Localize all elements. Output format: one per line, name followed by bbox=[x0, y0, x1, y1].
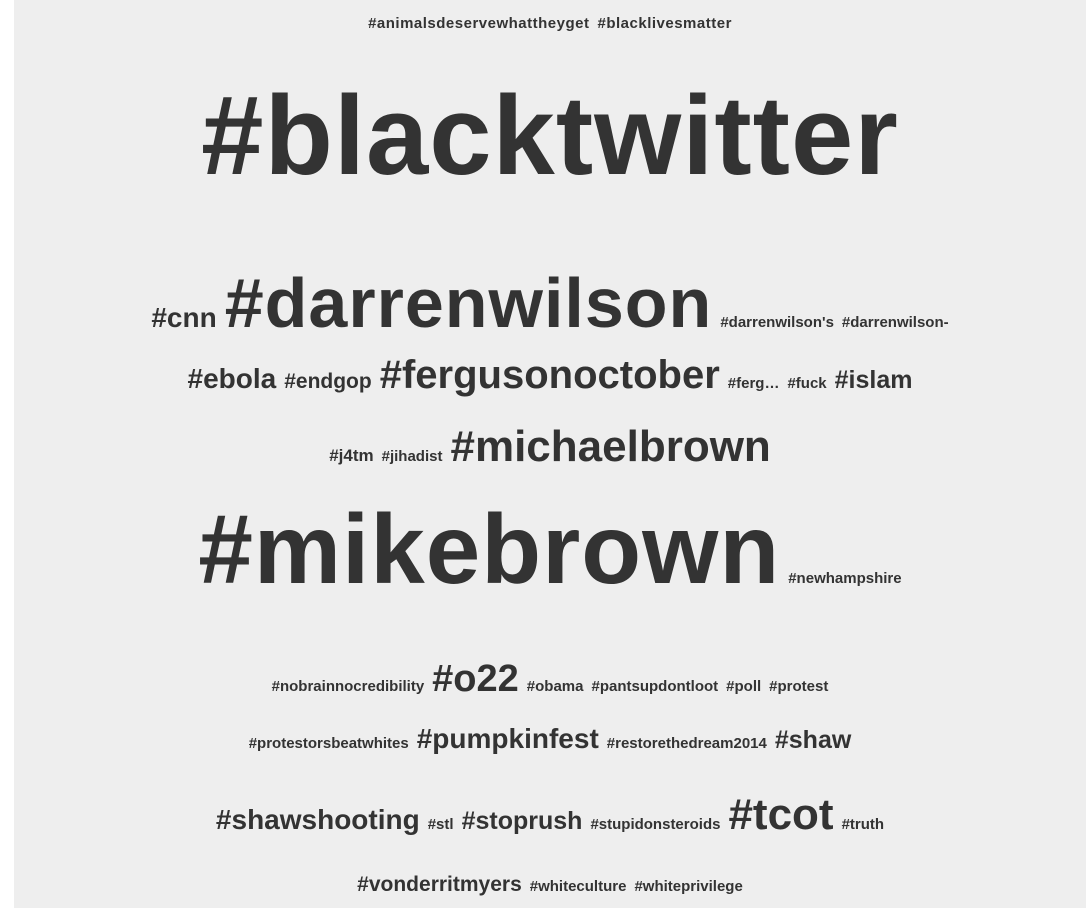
hashtag: #pumpkinfest bbox=[416, 723, 599, 754]
cloud-row: #j4tm #jihadist #michaelbrown bbox=[14, 425, 1086, 469]
hashtag: #newhampshire bbox=[788, 570, 902, 587]
word-cloud: #animalsdeservewhattheyget #blacklivesma… bbox=[14, 0, 1086, 908]
hashtag: #pantsupdontloot bbox=[591, 678, 719, 695]
hashtag: #shaw bbox=[774, 726, 852, 754]
hashtag: #stupidonsteroids bbox=[590, 816, 721, 833]
hashtag: #obama bbox=[526, 678, 584, 695]
hashtag: #darrenwilson's bbox=[720, 314, 834, 331]
hashtag: #mikebrown bbox=[198, 494, 781, 604]
cloud-row: #protestorsbeatwhites #pumpkinfest #rest… bbox=[14, 725, 1086, 753]
hashtag: #poll bbox=[726, 678, 762, 695]
hashtag: #cnn bbox=[151, 302, 217, 333]
hashtag: #islam bbox=[834, 366, 913, 394]
hashtag: #vonderritmyers bbox=[357, 873, 522, 896]
hashtag: #restorethedream2014 bbox=[606, 735, 767, 752]
hashtag: #protest bbox=[769, 678, 829, 695]
hashtag: #whiteculture bbox=[529, 878, 627, 895]
hashtag: #shawshooting bbox=[215, 804, 420, 835]
hashtag: #darrenwilson- bbox=[841, 314, 949, 331]
hashtag: #blacktwitter bbox=[201, 73, 899, 198]
hashtag: #endgop bbox=[284, 370, 372, 393]
hashtag: #blacklivesmatter bbox=[597, 15, 732, 32]
hashtag: #jihadist bbox=[381, 448, 443, 465]
cloud-row: #mikebrown #newhampshire bbox=[14, 500, 1086, 598]
hashtag: #michaelbrown bbox=[450, 422, 771, 471]
hashtag: #truth bbox=[841, 816, 885, 833]
hashtag: #nobrainnocredibility bbox=[271, 678, 425, 695]
hashtag: #fergusonoctober bbox=[379, 353, 720, 397]
hashtag: #fuck bbox=[787, 375, 827, 392]
hashtag: #ebola bbox=[187, 363, 277, 394]
hashtag: #darrenwilson bbox=[224, 264, 713, 342]
hashtag: #tcot bbox=[728, 790, 834, 839]
cloud-row: #ebola #endgop #fergusonoctober #ferg… #… bbox=[14, 355, 1086, 395]
hashtag: #animalsdeservewhattheyget bbox=[368, 15, 590, 32]
hashtag: #o22 bbox=[432, 658, 519, 700]
hashtag: #ferg… bbox=[727, 375, 780, 392]
cloud-row: #vonderritmyers #whiteculture #whitepriv… bbox=[14, 874, 1086, 895]
cloud-row: #animalsdeservewhattheyget #blacklivesma… bbox=[14, 16, 1086, 31]
hashtag: #j4tm bbox=[329, 446, 374, 465]
hashtag: #protestorsbeatwhites bbox=[248, 735, 409, 752]
hashtag: #stl bbox=[427, 816, 454, 833]
cloud-row: #blacktwitter bbox=[14, 80, 1086, 192]
hashtag: #stoprush bbox=[461, 807, 583, 835]
hashtag: #whiteprivilege bbox=[634, 878, 743, 895]
cloud-row: #nobrainnocredibility #o22 #obama #pants… bbox=[14, 660, 1086, 698]
cloud-row: #cnn #darrenwilson #darrenwilson's #darr… bbox=[14, 268, 1086, 338]
cloud-row: #shawshooting #stl #stoprush #stupidonst… bbox=[14, 793, 1086, 837]
